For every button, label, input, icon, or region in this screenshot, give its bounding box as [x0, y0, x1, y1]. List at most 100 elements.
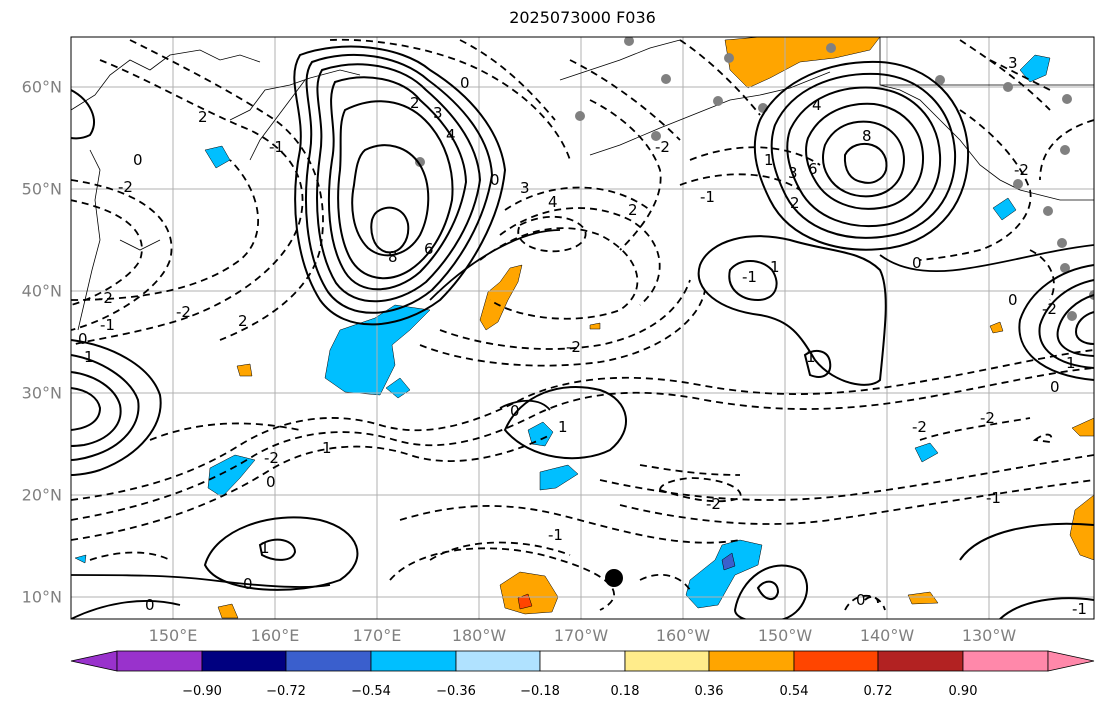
contour-label: 2	[410, 94, 420, 112]
colorbar-tick-label: −0.54	[351, 684, 391, 699]
dashed-contours	[71, 38, 1094, 611]
shade-orange-patch	[1069, 494, 1094, 561]
contour-label: 0	[1008, 291, 1018, 309]
lon-tick-label: 140°W	[859, 626, 915, 645]
shade-orange-patch	[589, 322, 601, 330]
contour-label: 1	[260, 539, 270, 557]
colorbar-tick-label: −0.72	[266, 684, 306, 699]
colorbar-segment	[116, 650, 203, 672]
contour-label: 0	[133, 151, 143, 169]
contour-label: 1	[770, 258, 780, 276]
shade-cyan-patch	[992, 197, 1017, 221]
contour-label: -2	[655, 138, 670, 156]
contour-label: -2	[118, 178, 133, 196]
colorbar-segment	[793, 650, 879, 672]
colorbar-tick-label: 0.18	[610, 684, 640, 699]
contour-label: 0	[510, 402, 520, 420]
contour-label: 2	[238, 312, 248, 330]
plot-frame	[70, 36, 1095, 620]
contour-label: 0	[856, 591, 866, 609]
colorbar-extend-low	[70, 650, 118, 672]
shade-orange-patch	[217, 603, 239, 619]
contour-label: 3	[788, 164, 798, 182]
shade-cyan-patch	[527, 421, 554, 447]
lat-tick-label: 50°N	[21, 179, 62, 199]
lon-tick-label: 150°W	[757, 626, 813, 645]
contour-label: -2	[980, 409, 995, 427]
contour-label: -2	[264, 449, 279, 467]
contour-label: 2	[790, 194, 800, 212]
contour-label: 1	[558, 418, 568, 436]
lon-tick-label: 160°E	[250, 626, 300, 645]
graticule	[71, 37, 1094, 619]
contour-label: 4	[548, 193, 558, 211]
contour-label: 0	[1050, 378, 1060, 396]
shade-cyan-patch	[74, 554, 87, 564]
contour-label: 4	[812, 96, 822, 114]
colorbar-segment	[201, 650, 287, 672]
contour-label: -2	[566, 338, 581, 356]
colorbar-tick-label: 0.90	[948, 684, 978, 699]
contour-label: 3	[433, 104, 443, 122]
contour-label: 0	[266, 473, 276, 491]
contour-label: 8	[862, 127, 872, 145]
contour-label: 1	[1066, 354, 1076, 372]
colorbar-segment	[285, 650, 372, 672]
lat-tick-label: 10°N	[21, 587, 62, 607]
contour-label: -1	[986, 489, 1001, 507]
shade-cyan-patch	[685, 539, 763, 609]
contour-label: -1	[269, 138, 284, 156]
lon-tick-label: 170°W	[553, 626, 609, 645]
shade-cyan-patch	[207, 454, 256, 498]
contour-label: 1	[806, 348, 816, 366]
contour-label: -1	[1072, 600, 1087, 618]
zero-contours	[71, 229, 1094, 619]
contour-label: 0	[243, 575, 253, 593]
shade-orange-patch	[1071, 417, 1094, 437]
lat-tick-label: 20°N	[21, 485, 62, 505]
contour-label: -2	[176, 303, 191, 321]
colorbar-segment	[708, 650, 795, 672]
shade-cyan-patch	[1019, 54, 1051, 83]
contour-label: 8	[388, 248, 398, 266]
contour-label: 2	[198, 108, 208, 126]
colorbar-tick-label: −0.36	[436, 684, 476, 699]
station-markers	[415, 37, 1094, 321]
contour-label: -2	[706, 495, 721, 513]
colorbar-segment	[539, 650, 626, 672]
contour-label: -2	[1014, 161, 1029, 179]
contour-label: -2	[912, 418, 927, 436]
contour-label: 1	[764, 151, 774, 169]
contour-label: -1	[100, 316, 115, 334]
contour-labels: 0 2 3 4 8 6 2 -2 -1 0 3 4 0 8 6 4 3 2 1 …	[78, 54, 1087, 618]
colorbar-tick-label: 0.54	[779, 684, 809, 699]
contour-label: 0	[912, 254, 922, 272]
lon-tick-label: 160°W	[655, 626, 711, 645]
colorbar-segment	[877, 650, 964, 672]
shade-orange-patch	[499, 571, 559, 615]
colorbar-segment	[624, 650, 710, 672]
shade-red-patch	[517, 593, 533, 610]
contour-label: 0	[490, 171, 500, 189]
map-title: 2025073000 F036	[509, 8, 656, 27]
contour-label: -1	[548, 526, 563, 544]
colorbar-segment	[370, 650, 457, 672]
colorbar-tick-label: −0.90	[182, 684, 222, 699]
solid-contours	[71, 45, 1094, 619]
lon-tick-label: 150°E	[148, 626, 198, 645]
colorbar-tick-label: −0.18	[520, 684, 560, 699]
lat-tick-label: 40°N	[21, 281, 62, 301]
colorbar-segment	[962, 650, 1049, 672]
contour-label: 1	[84, 348, 94, 366]
contour-label: 3	[520, 179, 530, 197]
center-marker	[605, 569, 623, 587]
contour-label: 0	[145, 596, 155, 614]
colorbar-segment	[455, 650, 541, 672]
shade-orange-patch	[236, 363, 253, 377]
contour-label: -2	[98, 289, 113, 307]
shade-orange-patch	[989, 321, 1004, 334]
colorbar-tick-label: 0.72	[863, 684, 893, 699]
colorbar-tick-label: 0.36	[694, 684, 724, 699]
shade-cyan-patch	[914, 442, 939, 463]
contour-label: 4	[446, 126, 456, 144]
